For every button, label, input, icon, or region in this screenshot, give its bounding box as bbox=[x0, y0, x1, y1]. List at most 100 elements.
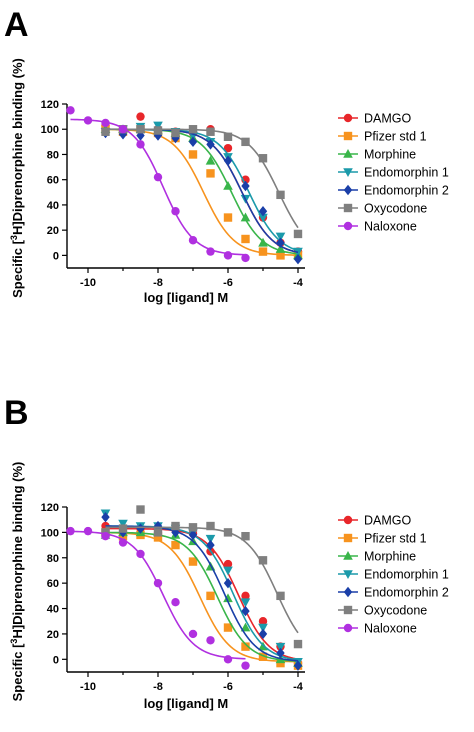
legend-item: Endomorphin 1 bbox=[338, 568, 449, 582]
data-point bbox=[276, 647, 285, 659]
data-point bbox=[293, 660, 303, 671]
series-oxycodone bbox=[101, 125, 303, 239]
y-tick-label: 40 bbox=[47, 604, 59, 616]
y-tick-label: 80 bbox=[47, 149, 59, 161]
data-point bbox=[293, 253, 303, 265]
y-tick-label: 60 bbox=[47, 578, 59, 590]
x-axis-label: log [ligand] M bbox=[144, 696, 228, 711]
fit-curve bbox=[105, 128, 299, 255]
y-tick-label: 0 bbox=[53, 250, 59, 262]
data-point bbox=[153, 126, 163, 135]
x-tick-label: -6 bbox=[223, 681, 233, 693]
data-point bbox=[188, 125, 198, 134]
data-point bbox=[171, 521, 180, 531]
data-point bbox=[258, 623, 268, 633]
series-oxycodone bbox=[101, 505, 303, 649]
y-tick-label: 100 bbox=[41, 527, 59, 539]
data-point bbox=[223, 559, 233, 569]
data-point bbox=[223, 132, 233, 141]
data-point bbox=[223, 566, 233, 576]
series-morphine bbox=[100, 527, 303, 667]
data-point bbox=[206, 169, 215, 178]
series-morphine bbox=[100, 124, 303, 260]
data-point bbox=[258, 617, 268, 626]
y-axis-label: Specific [3H]Diprenorphine binding (%) bbox=[9, 58, 25, 298]
data-point bbox=[206, 139, 215, 150]
legend-item: Endomorphin 1 bbox=[338, 166, 449, 180]
data-point bbox=[153, 533, 163, 542]
legend-marker bbox=[343, 149, 353, 158]
data-point bbox=[188, 557, 198, 566]
data-point bbox=[118, 519, 128, 529]
data-point bbox=[136, 130, 145, 141]
data-point bbox=[136, 140, 145, 149]
data-point bbox=[188, 136, 198, 148]
data-point bbox=[101, 511, 110, 523]
data-point bbox=[118, 125, 128, 134]
data-point bbox=[188, 629, 198, 639]
data-point bbox=[171, 207, 180, 216]
series-naloxone bbox=[66, 106, 250, 263]
data-point bbox=[241, 234, 250, 244]
data-point bbox=[275, 642, 286, 652]
data-point bbox=[223, 623, 233, 632]
legend-item: Oxycodone bbox=[338, 604, 427, 618]
data-point bbox=[206, 539, 215, 551]
data-point bbox=[205, 155, 216, 165]
data-point bbox=[241, 605, 250, 617]
data-point bbox=[276, 237, 285, 248]
data-point bbox=[223, 577, 233, 589]
data-point bbox=[83, 526, 93, 536]
legend-marker bbox=[343, 586, 353, 598]
data-point bbox=[66, 106, 75, 115]
data-point bbox=[241, 253, 250, 263]
legend-item: Morphine bbox=[338, 148, 416, 162]
data-point bbox=[223, 251, 233, 260]
legend-marker bbox=[343, 168, 353, 177]
legend-label: Morphine bbox=[364, 148, 416, 162]
data-point bbox=[258, 628, 268, 640]
data-point bbox=[241, 137, 250, 147]
data-point bbox=[258, 652, 268, 661]
fit-curve bbox=[105, 526, 299, 634]
legend-item: Pfizer std 1 bbox=[338, 130, 427, 144]
data-point bbox=[66, 526, 75, 536]
data-point bbox=[275, 244, 286, 253]
legend-label: Naloxone bbox=[364, 622, 417, 636]
legend-marker bbox=[343, 203, 353, 213]
data-point bbox=[223, 655, 233, 664]
series-endomorphin-2 bbox=[101, 127, 303, 265]
data-point bbox=[275, 232, 286, 242]
data-point bbox=[136, 549, 145, 559]
legend-label: Oxycodone bbox=[364, 202, 427, 216]
data-point bbox=[293, 639, 303, 649]
y-tick-label: 40 bbox=[47, 200, 59, 212]
x-tick-label: -10 bbox=[80, 277, 96, 289]
panel-a: A 0 20 40 60 80 100 120 -10 -8 -6 -4 log [ligand] M… bbox=[4, 6, 449, 305]
legend-label: Endomorphin 2 bbox=[364, 184, 449, 198]
legend-label: Pfizer std 1 bbox=[364, 532, 427, 546]
fit-curve bbox=[105, 525, 299, 662]
legend-label: Morphine bbox=[364, 550, 416, 564]
data-point bbox=[136, 125, 145, 134]
legend-marker bbox=[343, 551, 353, 560]
legend-marker bbox=[343, 515, 353, 525]
data-point bbox=[258, 237, 268, 247]
data-point bbox=[241, 661, 250, 670]
plot-area-b: 0 20 40 60 80 100 120 -10 -8 -6 -4 log [ligand] M Sp… bbox=[9, 462, 305, 711]
fit-curve bbox=[105, 128, 299, 254]
data-point bbox=[223, 155, 233, 166]
data-point bbox=[136, 112, 145, 121]
data-point bbox=[118, 538, 128, 547]
data-point bbox=[171, 132, 180, 144]
data-point bbox=[240, 622, 251, 632]
data-point bbox=[153, 130, 163, 141]
legend-item: Naloxone bbox=[338, 220, 417, 234]
legend-label: Endomorphin 1 bbox=[364, 166, 449, 180]
legend-b: DAMGO Pfizer std 1 Morphine Endomorphin 1 En… bbox=[338, 514, 449, 636]
data-point bbox=[258, 556, 268, 565]
data-point bbox=[83, 116, 93, 125]
data-point bbox=[101, 531, 110, 541]
data-point bbox=[188, 529, 198, 541]
